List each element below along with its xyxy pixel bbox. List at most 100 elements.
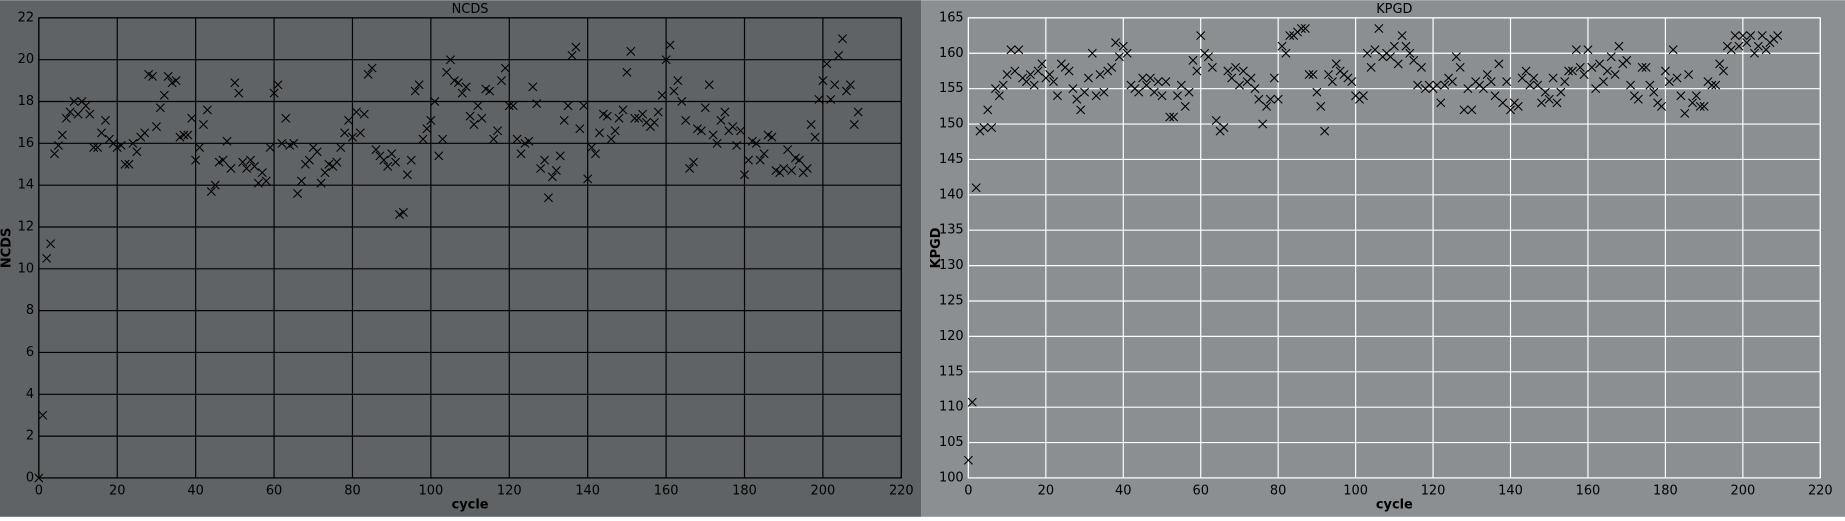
point <box>1660 66 1670 76</box>
point <box>1730 31 1740 41</box>
point <box>1358 91 1368 101</box>
point <box>426 115 436 125</box>
point <box>340 128 350 138</box>
y-tick-label: 155 <box>939 81 964 96</box>
point <box>1347 77 1357 87</box>
point <box>665 40 675 50</box>
y-tick-label: 6 <box>26 345 34 360</box>
point <box>1176 80 1186 90</box>
point <box>261 176 271 186</box>
point <box>673 76 683 86</box>
point <box>1556 87 1566 97</box>
point <box>387 149 397 159</box>
y-tick-label: 20 <box>18 52 34 67</box>
point <box>606 134 616 144</box>
point <box>720 107 730 117</box>
point <box>148 71 158 81</box>
point <box>1552 98 1562 108</box>
point <box>46 239 56 249</box>
point <box>1606 52 1616 62</box>
point <box>265 143 275 153</box>
point <box>728 122 738 132</box>
point <box>1746 31 1756 41</box>
point <box>1432 80 1442 90</box>
point <box>1591 84 1601 94</box>
point <box>1172 91 1182 101</box>
point <box>1548 73 1558 83</box>
point <box>226 163 236 173</box>
point <box>1459 105 1469 115</box>
point <box>1490 91 1500 101</box>
point <box>496 76 506 86</box>
point <box>1145 73 1155 83</box>
point <box>563 101 573 111</box>
point <box>414 80 424 90</box>
point <box>1757 31 1767 41</box>
point <box>1536 98 1546 108</box>
point <box>85 109 95 119</box>
point <box>1645 80 1655 90</box>
point <box>1134 87 1144 97</box>
point <box>1211 116 1221 125</box>
point <box>316 178 326 188</box>
point <box>304 155 314 165</box>
point <box>657 90 667 100</box>
point <box>347 132 357 142</box>
point <box>794 155 804 165</box>
point <box>1366 62 1376 72</box>
point <box>128 138 138 148</box>
y-tick-label: 22 <box>18 10 34 25</box>
point <box>234 88 244 98</box>
point <box>1691 91 1701 101</box>
point <box>171 76 181 86</box>
point <box>653 107 663 117</box>
point <box>834 51 844 61</box>
x-tick-label: 40 <box>1115 483 1131 498</box>
point <box>61 113 71 123</box>
point <box>602 111 612 121</box>
point <box>677 97 687 107</box>
point <box>391 157 401 167</box>
plot-frame <box>38 17 902 479</box>
point <box>1734 41 1744 51</box>
point <box>814 94 824 104</box>
y-tick-label: 10 <box>18 261 34 276</box>
point <box>1312 87 1322 97</box>
x-tick-label: 20 <box>1038 483 1054 498</box>
point <box>453 78 463 88</box>
point <box>383 161 393 171</box>
point <box>1080 87 1090 97</box>
x-tick-label: 160 <box>1576 483 1601 498</box>
point <box>669 86 679 96</box>
x-tick-label: 100 <box>1343 483 1368 498</box>
point <box>1715 59 1725 69</box>
point <box>963 455 973 465</box>
y-tick-label: 100 <box>939 470 964 485</box>
point <box>1203 52 1213 62</box>
point <box>845 80 855 90</box>
point <box>1506 105 1516 115</box>
point <box>1560 77 1570 87</box>
plot-frame <box>967 17 1821 479</box>
point <box>751 138 761 148</box>
point <box>297 176 306 186</box>
point <box>1761 45 1771 55</box>
point <box>806 120 816 130</box>
point <box>838 34 848 44</box>
point <box>1401 41 1411 51</box>
x-tick-label: 140 <box>1498 483 1523 498</box>
point <box>100 115 110 125</box>
point <box>422 124 432 134</box>
point <box>579 101 589 111</box>
point <box>1107 62 1117 72</box>
y-tick-label: 115 <box>939 364 964 379</box>
y-axis-label: KPGD <box>929 227 944 268</box>
point <box>1285 31 1295 41</box>
chart-title: NCDS <box>452 2 489 17</box>
point <box>1064 66 1074 76</box>
point <box>1773 31 1783 41</box>
y-tick-label: 0 <box>26 470 34 485</box>
point <box>524 136 534 146</box>
point <box>1494 59 1504 69</box>
